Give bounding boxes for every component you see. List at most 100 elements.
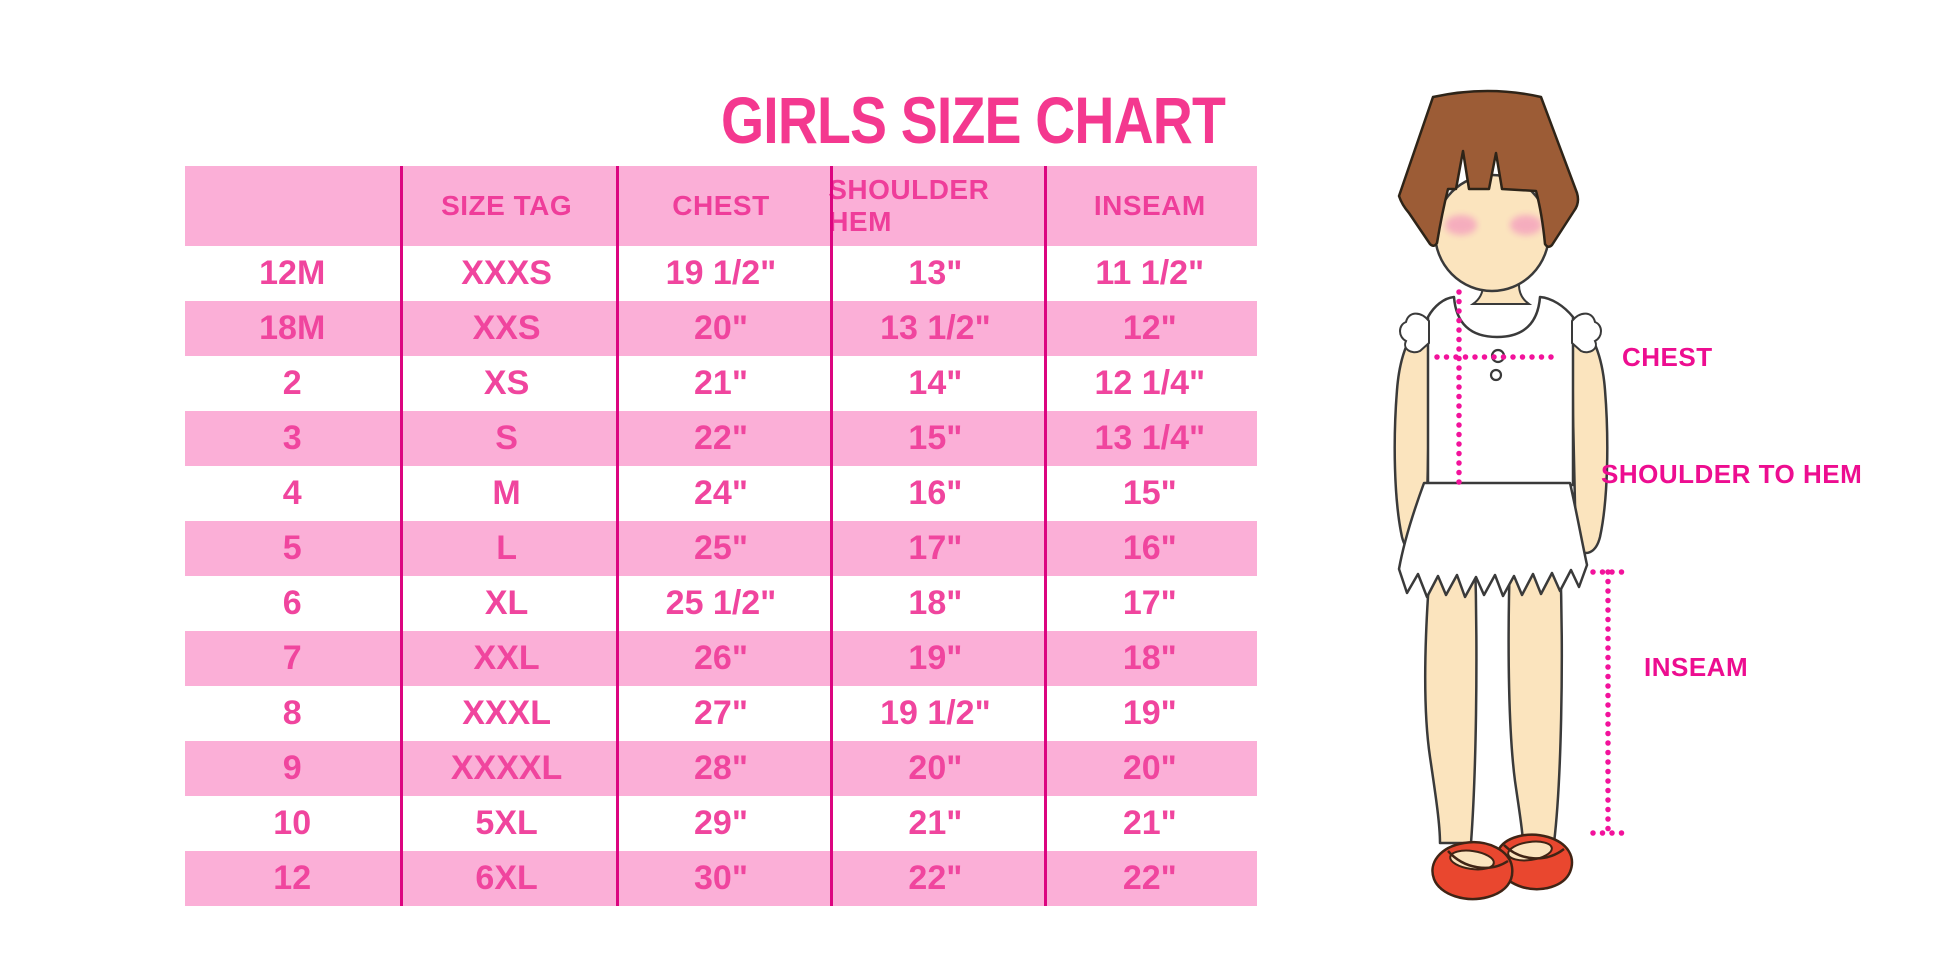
button-bottom — [1489, 368, 1503, 382]
table-cell: 20" — [694, 309, 748, 347]
inseam-label: INSEAM — [1644, 652, 1749, 682]
column-header-blank — [185, 166, 399, 246]
table-cell: 13" — [908, 254, 963, 292]
table-cell: 25" — [694, 529, 748, 567]
table-row: 6 XL 25 1/2" 18" 17" — [185, 576, 1257, 631]
page-title: GIRLS SIZE CHART — [720, 83, 1226, 158]
table-row: 2 XS 21" 14" 12 1/4" — [185, 356, 1257, 411]
shoe-right — [1495, 833, 1574, 891]
column-divider — [1044, 166, 1047, 906]
column-divider — [616, 166, 619, 906]
table-cell: 12" — [1122, 309, 1177, 347]
table-cell: 15" — [908, 419, 963, 457]
size-cell: 12M — [259, 254, 326, 292]
table-cell: XL — [484, 584, 529, 622]
table-cell: 17" — [1122, 584, 1177, 622]
table-row: 3 S 22" 15" 13 1/4" — [185, 411, 1257, 466]
table-cell: 21" — [694, 364, 748, 402]
girl-measurement-illustration — [1393, 89, 1626, 901]
size-cell: 3 — [282, 419, 302, 457]
table-cell: 16" — [1122, 529, 1177, 567]
table-cell: 16" — [908, 474, 963, 512]
table-row: 4 M 24" 16" 15" — [185, 466, 1257, 521]
column-header-chest: CHEST — [672, 190, 770, 221]
table-cell: XXXS — [461, 254, 552, 292]
table-cell: 13 1/4" — [1094, 419, 1206, 457]
skirt — [1397, 481, 1589, 599]
column-divider — [830, 166, 833, 906]
table-cell: XXXL — [462, 694, 551, 732]
size-cell: 18M — [259, 309, 326, 347]
table-cell: 21" — [908, 804, 963, 842]
table-cell: M — [492, 474, 521, 512]
size-cell: 2 — [282, 364, 302, 402]
table-cell: 15" — [1122, 474, 1177, 512]
left-shoulder-ruffle — [1399, 312, 1430, 354]
table-cell: 6XL — [475, 859, 538, 897]
table-cell: 28" — [694, 749, 748, 787]
table-row: 10 5XL 29" 21" 21" — [185, 796, 1257, 851]
table-cell: 29" — [694, 804, 748, 842]
size-cell: 5 — [282, 529, 302, 567]
table-row: 7 XXL 26" 19" 18" — [185, 631, 1257, 686]
table-cell: 12 1/4" — [1094, 364, 1206, 402]
right-shoulder-ruffle — [1571, 312, 1602, 354]
table-cell: 21" — [1122, 804, 1177, 842]
girls-size-table: SIZE TAG CHEST SHOULDER HEM INSEAM 12M XXXS 1… — [185, 166, 1257, 906]
column-header-size-tag: SIZE TAG — [441, 190, 573, 221]
column-divider — [400, 166, 403, 906]
chest-label: CHEST — [1622, 342, 1713, 372]
size-cell: 12 — [273, 859, 312, 897]
table-cell: XXXXL — [450, 749, 563, 787]
column-header-inseam: INSEAM — [1093, 190, 1206, 221]
table-cell: 13 1/2" — [880, 309, 991, 347]
table-cell: 22" — [908, 859, 963, 897]
size-cell: 8 — [282, 694, 302, 732]
table-cell: 18" — [908, 584, 963, 622]
table-cell: 19" — [1122, 694, 1177, 732]
table-cell: 22" — [694, 419, 748, 457]
table-cell: S — [495, 419, 518, 457]
table-cell: 19 1/2" — [665, 254, 777, 292]
shoe-left — [1431, 840, 1514, 901]
table-cell: 24" — [694, 474, 748, 512]
table-cell: 20" — [1122, 749, 1177, 787]
table-cell: 11 1/2" — [1095, 254, 1205, 292]
size-cell: 4 — [282, 474, 302, 512]
table-row: 9 XXXXL 28" 20" 20" — [185, 741, 1257, 796]
table-cell: 27" — [694, 694, 748, 732]
shoulder-to-hem-label: SHOULDER TO HEM — [1601, 459, 1863, 489]
table-cell: XXS — [472, 309, 541, 347]
table-row: 12M XXXS 19 1/2" 13" 11 1/2" — [185, 246, 1257, 301]
hair — [1397, 89, 1580, 248]
table-cell: XS — [483, 364, 530, 402]
table-cell: 5XL — [475, 804, 538, 842]
table-cell: 20" — [908, 749, 963, 787]
size-cell: 6 — [282, 584, 302, 622]
measurement-lines — [1434, 289, 1626, 836]
table-cell: 30" — [694, 859, 748, 897]
table-cell: 14" — [908, 364, 963, 402]
column-header-shoulder-hem: SHOULDER HEM — [828, 174, 990, 237]
blush-right — [1510, 215, 1542, 235]
table-row: 8 XXXL 27" 19 1/2" 19" — [185, 686, 1257, 741]
table-cell: 22" — [1122, 859, 1177, 897]
table-cell: 25 1/2" — [665, 584, 777, 622]
table-cell: L — [496, 529, 517, 567]
size-cell: 7 — [282, 639, 302, 677]
table-body: 12M XXXS 19 1/2" 13" 11 1/2" 18M XXS 20" 13 1/2"… — [185, 246, 1257, 906]
table-header-row: SIZE TAG CHEST SHOULDER HEM INSEAM — [185, 166, 1257, 246]
blush-left — [1445, 215, 1477, 235]
table-cell: 18" — [1122, 639, 1177, 677]
size-cell: 9 — [282, 749, 302, 787]
size-cell: 10 — [273, 804, 312, 842]
table-cell: 19 1/2" — [880, 694, 991, 732]
table-cell: 17" — [908, 529, 963, 567]
left-leg — [1423, 553, 1478, 845]
table-row: 5 L 25" 17" 16" — [185, 521, 1257, 576]
table-cell: 26" — [694, 639, 748, 677]
table-row: 18M XXS 20" 13 1/2" 12" — [185, 301, 1257, 356]
table-row: 12 6XL 30" 22" 22" — [185, 851, 1257, 906]
right-leg — [1507, 553, 1564, 845]
